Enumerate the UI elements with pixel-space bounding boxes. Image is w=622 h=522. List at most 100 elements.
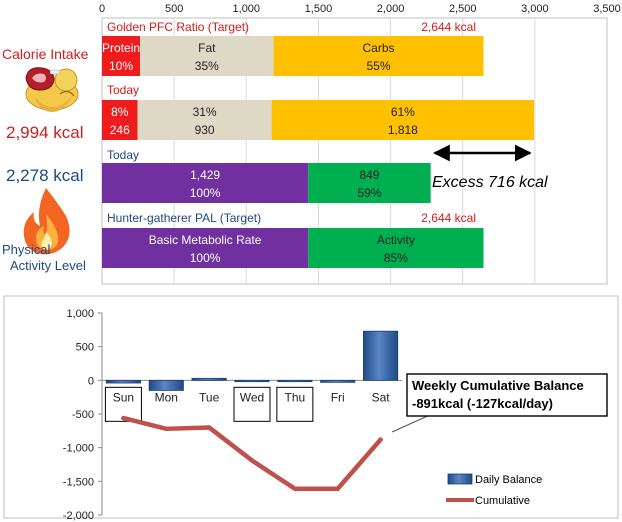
callout-line1: Weekly Cumulative Balance bbox=[412, 378, 584, 393]
category-label-box bbox=[104, 386, 142, 422]
y-tick-label: -2,000 bbox=[63, 510, 94, 522]
meat-and-fruit-icon bbox=[25, 67, 79, 112]
callout-leader bbox=[391, 413, 433, 433]
category-label: Tue bbox=[199, 390, 220, 404]
row-total-label: 2,644 kcal bbox=[421, 211, 476, 225]
legend: Daily Balance Cumulative bbox=[446, 473, 542, 507]
top-x-tick-label: 3,000 bbox=[521, 3, 549, 15]
row-header: Golden PFC Ratio (Target) bbox=[107, 20, 249, 34]
y-tick-label: -1,000 bbox=[63, 443, 94, 455]
segment-label: 849 bbox=[359, 168, 379, 182]
stacked-bar-segment bbox=[308, 163, 431, 203]
top-x-tick-label: 2,000 bbox=[377, 3, 405, 15]
callout: Weekly Cumulative Balance -891kcal (-127… bbox=[391, 373, 608, 433]
segment-label: 61% bbox=[391, 105, 415, 119]
stacked-bar-segment bbox=[102, 36, 141, 76]
daily-balance-bar bbox=[191, 377, 227, 381]
top-x-tick-label: 1,000 bbox=[233, 3, 261, 15]
cumulative-line-group bbox=[121, 415, 383, 491]
category-label: Mon bbox=[155, 390, 178, 404]
category-label: Wed bbox=[240, 390, 264, 404]
stacked-bar-segment bbox=[140, 36, 274, 76]
callout-box bbox=[406, 373, 608, 417]
calorie-intake-value: 2,994 kcal bbox=[6, 123, 84, 142]
category-label: Thu bbox=[285, 390, 306, 404]
segment-label: 35% bbox=[195, 59, 219, 73]
segment-label: 59% bbox=[357, 186, 381, 200]
category-label: Sun bbox=[113, 390, 134, 404]
segment-label: Carbs bbox=[363, 41, 395, 55]
cumulative-point bbox=[335, 486, 340, 491]
calorie-intake-title: Calorie Intake bbox=[2, 46, 89, 62]
cumulative-point bbox=[164, 426, 169, 432]
segment-label: Fat bbox=[198, 41, 216, 55]
category-label: Sat bbox=[372, 390, 391, 404]
segment-label: Protein bbox=[102, 41, 140, 55]
row-header: Today bbox=[107, 83, 139, 97]
stacked-bar-segment bbox=[308, 228, 484, 268]
daily-balance-bar bbox=[105, 379, 141, 384]
physical-activity-title-2: Activity Level bbox=[10, 258, 86, 273]
legend-swatch-daily-balance bbox=[447, 473, 473, 485]
segment-label: 31% bbox=[193, 105, 217, 119]
y-tick-label: -1,500 bbox=[63, 476, 94, 488]
daily-balance-bar bbox=[363, 330, 399, 381]
segment-label: 55% bbox=[367, 59, 391, 73]
legend-label-daily-balance: Daily Balance bbox=[475, 474, 542, 486]
segment-label: 85% bbox=[384, 251, 408, 265]
segment-label: Activity bbox=[377, 233, 415, 247]
intake-vs-expenditure-chart: 0 500 1,000 1,500 2,000 2,500 3,000 3,500 Golde… bbox=[99, 3, 621, 285]
cumulative-point bbox=[121, 415, 126, 421]
legend-label-cumulative: Cumulative bbox=[475, 495, 530, 507]
top-x-axis: 0 500 1,000 1,500 2,000 2,500 3,000 3,500 bbox=[99, 3, 621, 15]
category-label-box bbox=[233, 386, 271, 422]
top-x-tick-label: 3,500 bbox=[593, 3, 621, 15]
category-label-box bbox=[276, 386, 314, 422]
segment-label: 246 bbox=[110, 123, 130, 137]
y-tick-label: 0 bbox=[88, 375, 94, 387]
cumulative-point bbox=[292, 486, 298, 491]
segment-label: 1,818 bbox=[388, 123, 418, 137]
stacked-bar-segment bbox=[271, 100, 534, 140]
segment-label: 1,429 bbox=[190, 168, 220, 182]
y-tick-label: 500 bbox=[76, 342, 94, 354]
expenditure-value: 2,278 kcal bbox=[6, 166, 84, 185]
top-x-tick-label: 500 bbox=[165, 3, 183, 15]
weekly-balance-chart: 1,000 500 0 -500 -1,000 -1,500 -2,000 Sun Mon Tu… bbox=[3, 295, 619, 522]
flame-icon bbox=[23, 188, 70, 255]
top-rows: Golden PFC Ratio (Target) 2,644 kcal Prote… bbox=[102, 20, 534, 268]
stacked-bar-segment bbox=[102, 100, 138, 140]
stacked-bar-segment bbox=[102, 228, 309, 268]
row-total-label: 2,644 kcal bbox=[421, 20, 476, 34]
daily-balance-bars bbox=[105, 330, 399, 391]
left-labels: Calorie Intake 2,994 kcal 2,278 kcal Phy… bbox=[2, 46, 89, 273]
daily-balance-bar bbox=[148, 379, 184, 391]
excess-annotation: Excess 716 kcal bbox=[432, 144, 548, 191]
segment-label: Basic Metabolic Rate bbox=[149, 233, 262, 247]
daily-balance-bar bbox=[277, 379, 313, 383]
daily-balance-bar bbox=[234, 379, 270, 383]
category-labels: Sun Mon Tue Wed Thu Fri Sat bbox=[104, 386, 391, 422]
stacked-bar-segment bbox=[273, 36, 484, 76]
segment-label: 930 bbox=[195, 123, 215, 137]
segment-label: 100% bbox=[190, 186, 221, 200]
category-label: Fri bbox=[331, 390, 345, 404]
callout-line2: -891kcal (-127kcal/day) bbox=[412, 396, 553, 411]
stacked-bar-segment bbox=[102, 163, 309, 203]
row-header: Today bbox=[107, 148, 139, 162]
cumulative-point bbox=[378, 437, 383, 442]
segment-label: 100% bbox=[190, 251, 221, 265]
top-x-tick-label: 1,500 bbox=[305, 3, 333, 15]
segment-label: 10% bbox=[109, 59, 133, 73]
segment-label: 8% bbox=[111, 105, 129, 119]
physical-activity-title-1: Physical bbox=[2, 242, 51, 257]
y-tick-label: 1,000 bbox=[66, 308, 94, 320]
cumulative-point bbox=[206, 425, 212, 430]
excess-label: Excess 716 kcal bbox=[432, 174, 548, 191]
y-tick-label: -500 bbox=[72, 409, 94, 421]
daily-balance-bar bbox=[320, 379, 356, 383]
cumulative-point bbox=[249, 458, 255, 463]
stacked-bar-segment bbox=[137, 100, 272, 140]
top-x-tick-label: 0 bbox=[99, 3, 105, 15]
